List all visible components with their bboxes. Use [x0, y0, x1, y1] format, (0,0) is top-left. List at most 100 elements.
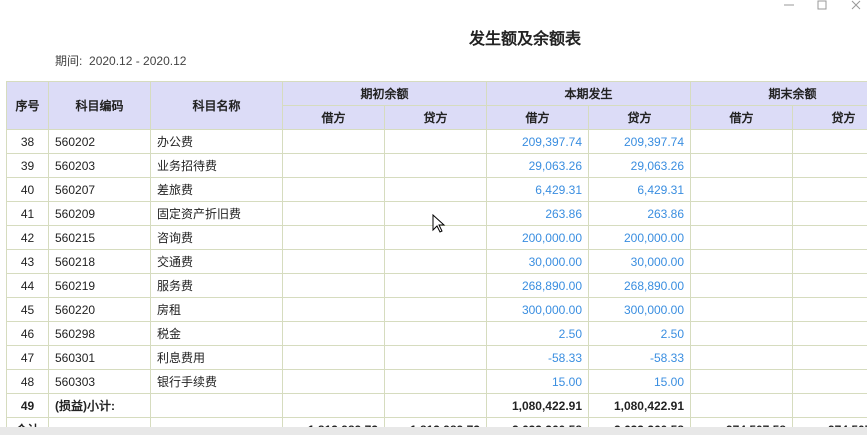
cell: 服务费: [150, 273, 283, 298]
table-row: 44 560219 服务费 268,890.00 268,890.00: [6, 273, 867, 298]
cell: 209,397.74: [588, 129, 692, 154]
group-header: 科目编码: [48, 81, 151, 130]
cell: 30,000.00: [486, 249, 590, 274]
table-wrap: 序号 科目编码 科目名称 期初余额 本期发生 期末余额 借方 贷方 借方 贷方 借方 贷方 38 5602…: [6, 81, 867, 427]
cell: 咨询费: [150, 225, 283, 250]
cell: [282, 201, 385, 226]
cell: 41: [6, 201, 49, 226]
cell: [383, 321, 488, 346]
cell: 6,429.31: [588, 177, 692, 202]
cell: [383, 369, 488, 394]
cell: 560218: [48, 249, 151, 274]
cell: [383, 297, 488, 322]
cell: 交通费: [150, 249, 283, 274]
close[interactable]: [851, 0, 861, 10]
cell: [690, 249, 794, 274]
cell: 1,080,422.91: [486, 393, 590, 418]
cell: 房租: [150, 297, 283, 322]
cell: [383, 345, 488, 370]
cell: [792, 249, 867, 274]
cell: [690, 297, 794, 322]
cell: [792, 225, 867, 250]
cell: [690, 225, 794, 250]
sub-header: 贷方: [383, 105, 488, 130]
table-row: 42 560215 咨询费 200,000.00 200,000.00: [6, 225, 867, 250]
table-row: 39 560203 业务招待费 29,063.26 29,063.26: [6, 153, 867, 178]
cell: -58.33: [588, 345, 692, 370]
cell: [282, 129, 385, 154]
cell: 560203: [48, 153, 151, 178]
table-row: 47 560301 利息费用 -58.33 -58.33: [6, 345, 867, 370]
cell: 15.00: [588, 369, 692, 394]
cell: [792, 393, 867, 418]
cell: [792, 297, 867, 322]
cell: 43: [6, 249, 49, 274]
table-row: 38 560202 办公费 209,397.74 209,397.74: [6, 129, 867, 154]
period: 期间: 2020.12 - 2020.12: [55, 52, 186, 69]
cell: [282, 153, 385, 178]
cell: [690, 345, 794, 370]
cell: 48: [6, 369, 49, 394]
cell: [690, 369, 794, 394]
cell: 利息费用: [150, 345, 283, 370]
cell: 209,397.74: [486, 129, 590, 154]
table-row: 41 560209 固定资产折旧费 263.86 263.86: [6, 201, 867, 226]
cell: [792, 177, 867, 202]
cell: 29,063.26: [486, 153, 590, 178]
cell: -58.33: [486, 345, 590, 370]
group-header: 期初余额: [281, 81, 488, 106]
scrollbar: [0, 427, 867, 435]
cell: 560303: [48, 369, 151, 394]
cell: 2.50: [588, 321, 692, 346]
cell: 560298: [48, 321, 151, 346]
cell: 差旅费: [150, 177, 283, 202]
cell: 268,890.00: [588, 273, 692, 298]
cell: 合计: [6, 417, 49, 427]
cell: 30,000.00: [588, 249, 692, 274]
cell: 1,080,422.91: [588, 393, 692, 418]
sub-header: 借方: [690, 105, 794, 130]
cell: 200,000.00: [588, 225, 692, 250]
group-header: 期末余额: [690, 81, 867, 106]
cell: 税金: [150, 321, 283, 346]
cell: 15.00: [486, 369, 590, 394]
maximize[interactable]: [817, 0, 827, 10]
table-row: 合计1,813,989.731,813,989.732,633,260.582,…: [6, 417, 867, 427]
balance-table: 序号 科目编码 科目名称 期初余额 本期发生 期末余额 借方 贷方 借方 贷方 借方 贷方 38 5602…: [6, 81, 867, 427]
cell: [282, 369, 385, 394]
cell: 47: [6, 345, 49, 370]
cell: 46: [6, 321, 49, 346]
header-row: 序号 科目编码 科目名称 期初余额 本期发生 期末余额: [6, 81, 867, 130]
period-value: 2020.12 - 2020.12: [89, 54, 187, 68]
cell: 2,633,260.58: [588, 417, 692, 427]
group-header: 科目名称: [150, 81, 283, 130]
cell: 6,429.31: [486, 177, 590, 202]
cell: 45: [6, 297, 49, 322]
cell: 业务招待费: [150, 153, 283, 178]
window-bar: [784, 0, 861, 10]
cell: 固定资产折旧费: [150, 201, 283, 226]
group-header: 本期发生: [486, 81, 692, 106]
sub-header: 借方: [282, 105, 385, 130]
cell: (损益)小计:: [48, 393, 151, 418]
cell: [792, 129, 867, 154]
cell: [792, 369, 867, 394]
cell: [282, 225, 385, 250]
cell: [282, 249, 385, 274]
cell: 200,000.00: [486, 225, 590, 250]
cell: 263.86: [486, 201, 590, 226]
cell: [792, 345, 867, 370]
table-row: 46 560298 税金 2.50 2.50: [6, 321, 867, 346]
cell: 560202: [48, 129, 151, 154]
cell: 1,813,989.73: [282, 417, 385, 427]
title: 发生额及余额表: [468, 31, 581, 48]
sub-header: 贷方: [792, 105, 867, 130]
cell: [690, 153, 794, 178]
cell: 974,507.58: [690, 417, 794, 427]
cell: [383, 273, 488, 298]
cell: 银行手续费: [150, 369, 283, 394]
period-label: 期间:: [55, 54, 83, 68]
cell: [282, 393, 385, 418]
cell: [690, 129, 794, 154]
